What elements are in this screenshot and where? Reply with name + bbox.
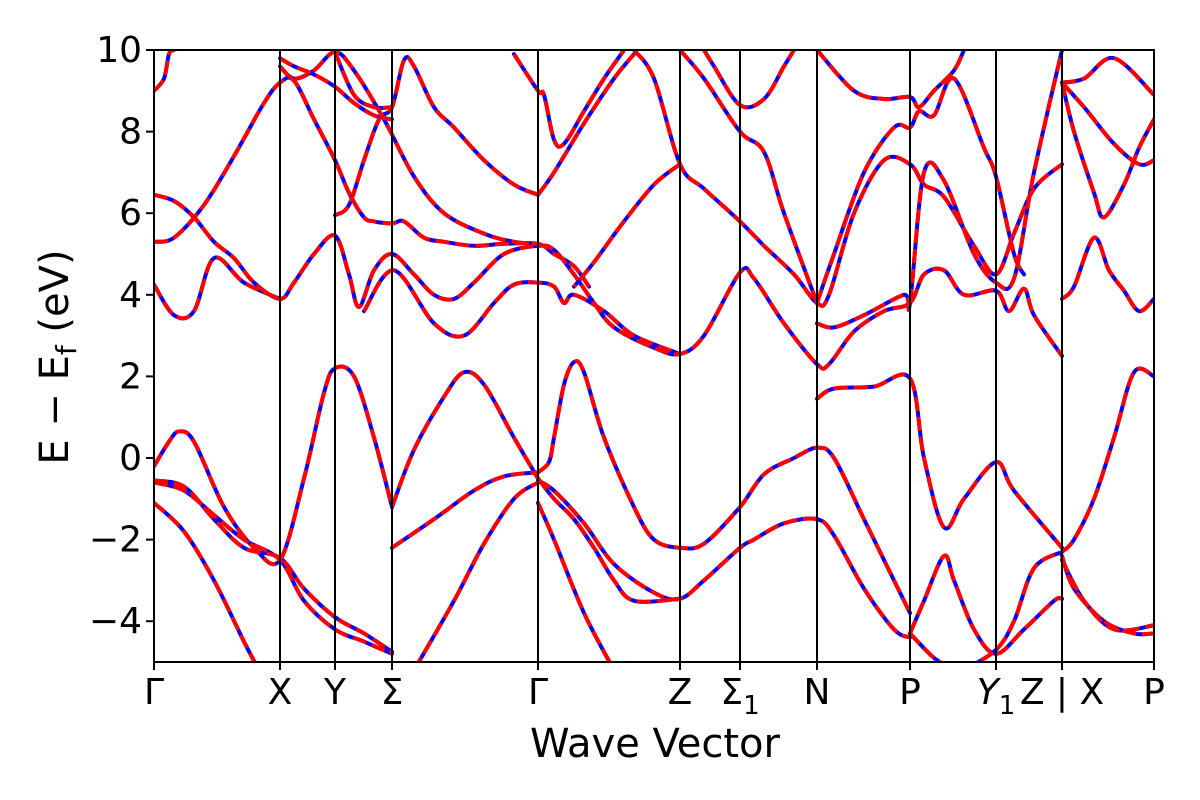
band-line-red-4 xyxy=(390,369,540,508)
x-tick-label: Y xyxy=(323,672,347,713)
x-tick-label: Σ xyxy=(381,672,404,713)
x-tick-label: Γ xyxy=(144,672,164,713)
band-line-blue-33 xyxy=(1060,366,1154,554)
symmetry-lines xyxy=(279,50,1063,662)
x-tick-label: Y1 xyxy=(977,672,1016,721)
band-line-red-19 xyxy=(278,50,539,246)
x-tick-label: Γ xyxy=(528,672,548,713)
x-tick-label: N xyxy=(804,672,831,713)
band-line-red-15 xyxy=(333,55,539,217)
band-line-red-10 xyxy=(416,480,540,662)
band-line-red-3 xyxy=(154,364,394,567)
band-line-blue-17 xyxy=(154,50,176,93)
band-line-red-12 xyxy=(154,192,1064,371)
band-line-red-38 xyxy=(1061,56,1154,97)
plot-frame xyxy=(153,49,1155,663)
band-line-blue-7 xyxy=(536,478,912,640)
band-line-red-9 xyxy=(536,502,612,662)
band-line-red-37 xyxy=(1060,82,1154,220)
band-line-red-21 xyxy=(512,50,626,149)
band-line-red-16 xyxy=(536,52,636,196)
band-line-blue-30 xyxy=(908,553,1064,656)
band-line-blue-39 xyxy=(1060,80,1154,167)
band-line-blue-32 xyxy=(974,549,1064,662)
x-tick-label: P xyxy=(899,672,921,713)
band-line-blue-12 xyxy=(154,192,1064,371)
y-tick-label: −4 xyxy=(89,601,142,642)
band-line-blue-35 xyxy=(1060,558,1154,633)
band-line-red-13 xyxy=(154,255,281,321)
band-line-red-28 xyxy=(815,76,1026,304)
y-tick-label: 4 xyxy=(119,275,142,316)
y-tick-label: 2 xyxy=(119,356,142,397)
y-tick-label: 8 xyxy=(119,112,142,153)
y-tick-label: 0 xyxy=(119,438,142,479)
y-tick-label: −2 xyxy=(89,520,142,561)
band-line-red-7 xyxy=(536,478,911,640)
band-line-blue-36 xyxy=(1060,235,1154,314)
band-line-red-35 xyxy=(1060,559,1154,633)
band-line-red-27 xyxy=(816,50,1064,330)
x-tick-label: X xyxy=(268,672,293,713)
band-line-red-23 xyxy=(572,162,682,288)
band-line-red-39 xyxy=(1060,81,1154,167)
band-line-red-0 xyxy=(154,501,257,662)
band-line-red-25 xyxy=(702,50,796,110)
x-tick-label: Z xyxy=(668,672,693,713)
y-tick-label: 6 xyxy=(119,193,142,234)
band-line-blue-20 xyxy=(333,50,394,111)
band-line-red-5 xyxy=(390,470,539,550)
band-line-red-26 xyxy=(815,50,966,110)
band-line-red-30 xyxy=(908,553,1063,656)
y-axis: −4 −2 0 2 4 6 8 10 xyxy=(89,30,154,642)
band-line-blue-3 xyxy=(154,364,394,567)
band-line-red-29 xyxy=(815,372,1064,550)
band-line-blue-38 xyxy=(1060,56,1154,97)
plot-border xyxy=(153,49,1155,663)
band-line-red-31 xyxy=(908,632,944,662)
x-tick-label: Z | X xyxy=(1020,672,1104,713)
band-line-red-8 xyxy=(536,477,681,604)
band-line-red-33 xyxy=(1060,366,1154,554)
bands-layer xyxy=(154,50,1154,662)
band-line-blue-23 xyxy=(572,162,682,289)
band-line-blue-19 xyxy=(278,50,540,246)
band-line-red-20 xyxy=(333,51,393,111)
band-line-red-11 xyxy=(154,75,591,288)
x-tick-label: Σ1 xyxy=(720,672,759,721)
band-line-red-36 xyxy=(1060,235,1154,314)
band-line-red-32 xyxy=(974,549,1064,662)
band-line-blue-5 xyxy=(390,470,540,550)
band-line-red-34 xyxy=(1060,555,1154,637)
y-tick-label: 10 xyxy=(96,30,142,71)
band-line-blue-15 xyxy=(333,55,540,218)
band-line-blue-24 xyxy=(678,50,819,305)
band-line-blue-0 xyxy=(154,500,257,662)
band-line-blue-21 xyxy=(512,50,626,149)
x-tick-label: P xyxy=(1143,672,1165,713)
y-axis-title: E − Ef (eV) xyxy=(32,249,83,464)
band-line-red-2 xyxy=(154,478,394,654)
band-line-blue-14 xyxy=(362,268,682,356)
x-axis: Γ X Y Σ Γ Z Σ1 N P Y1 Z | X P xyxy=(144,662,1165,721)
x-axis-title: Wave Vector xyxy=(530,721,781,767)
band-line-red-24 xyxy=(678,50,819,304)
band-line-blue-37 xyxy=(1060,80,1154,220)
